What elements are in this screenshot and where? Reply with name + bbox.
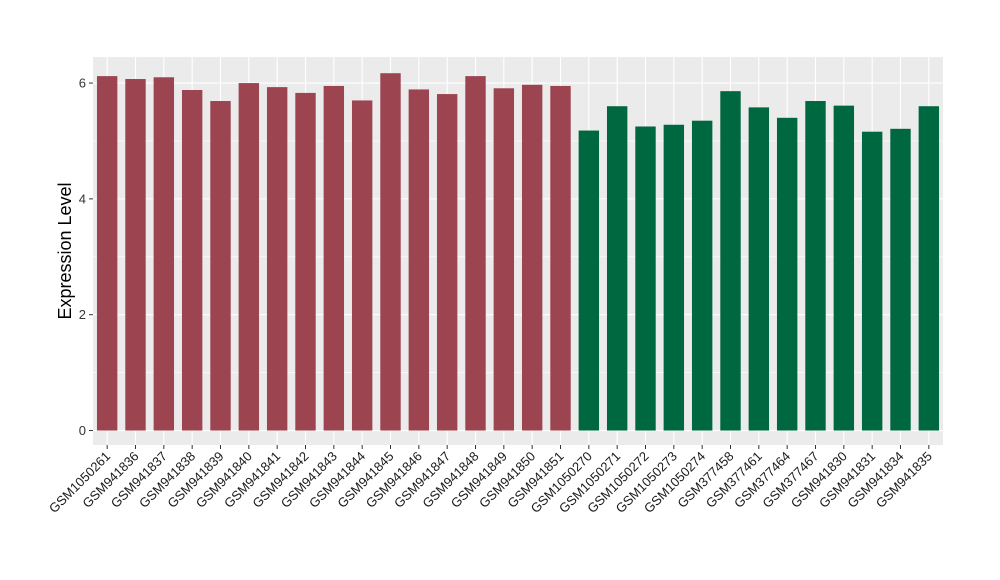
y-axis-title: Expression Level: [55, 182, 75, 319]
bar-GSM377458: [720, 91, 741, 431]
plot-panel: [93, 57, 943, 445]
y-tick-label: 2: [79, 307, 86, 322]
bar-GSM941851: [550, 85, 571, 431]
bar-GSM377467: [805, 101, 826, 431]
bar-GSM941840: [238, 83, 260, 431]
bar-GSM941844: [351, 100, 373, 431]
bar-GSM941831: [861, 131, 883, 431]
bar-GSM941838: [181, 90, 203, 431]
y-tick-label: 0: [79, 423, 86, 438]
bar-GSM377464: [776, 117, 798, 431]
bar-GSM941849: [493, 88, 515, 431]
bar-GSM941842: [295, 92, 316, 431]
bar-GSM1050271: [606, 106, 628, 431]
y-axis: 0 2 4 6: [79, 76, 93, 438]
x-axis: GSM1050261GSM941836GSM941837GSM941838GSM…: [46, 445, 935, 516]
bar-GSM1050261: [96, 76, 118, 431]
bar-GSM941835: [918, 106, 940, 431]
bars: [96, 73, 940, 431]
bar-GSM941848: [465, 76, 486, 431]
y-tick-label: 6: [79, 76, 86, 91]
bar-GSM941837: [153, 77, 175, 431]
bar-GSM1050273: [663, 124, 685, 431]
bar-GSM377461: [748, 107, 770, 431]
bar-GSM1050274: [691, 120, 713, 431]
bar-GSM941843: [323, 85, 345, 431]
bar-GSM941850: [521, 84, 543, 431]
bar-GSM941830: [833, 105, 855, 431]
bar-GSM941846: [408, 89, 430, 431]
bar-GSM941836: [125, 79, 146, 431]
bar-GSM941834: [890, 128, 911, 431]
bar-GSM941845: [380, 73, 401, 431]
y-tick-label: 4: [79, 191, 86, 206]
bar-GSM941841: [266, 87, 288, 431]
bar-GSM941847: [436, 94, 458, 431]
bar-GSM941839: [210, 101, 231, 431]
bar-GSM1050270: [578, 130, 600, 431]
bar-GSM1050272: [635, 126, 656, 431]
